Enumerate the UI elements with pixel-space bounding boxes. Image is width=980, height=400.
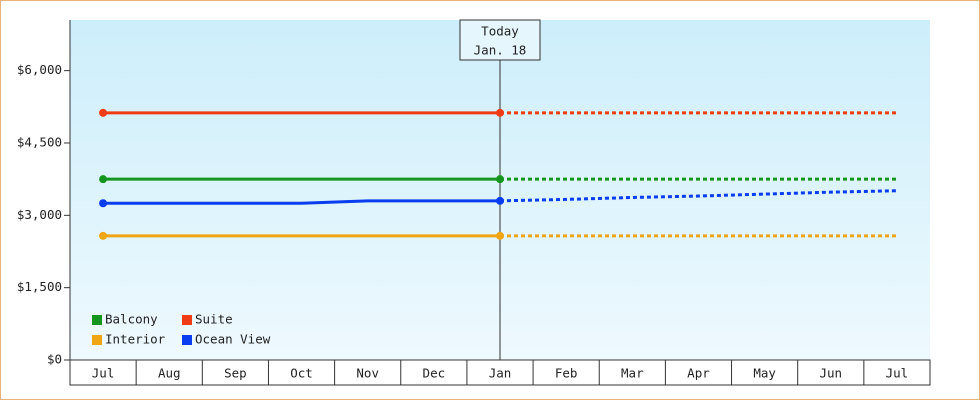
point	[496, 175, 504, 184]
legend-label: Suite	[195, 312, 233, 327]
point	[99, 199, 108, 208]
y-tick-label: $3,000	[17, 207, 62, 222]
x-tick-label: Jul	[886, 366, 909, 381]
point	[99, 231, 108, 240]
x-tick-label: Sep	[224, 366, 247, 381]
x-tick-label: Jul	[92, 366, 115, 381]
y-tick-label: $0	[47, 352, 62, 367]
legend-swatch	[182, 335, 192, 345]
point	[99, 175, 108, 184]
point	[496, 231, 504, 240]
x-tick-label: Oct	[290, 366, 313, 381]
x-tick-label: Jan	[489, 366, 512, 381]
x-tick-label: Dec	[423, 366, 446, 381]
legend-label: Interior	[105, 332, 166, 347]
y-tick-label: $4,500	[17, 134, 62, 149]
legend-swatch	[182, 315, 192, 325]
legend-swatch	[92, 315, 102, 325]
y-tick-label: $1,500	[17, 279, 62, 294]
x-tick-label: May	[753, 366, 776, 381]
point	[99, 108, 108, 117]
point	[496, 196, 504, 205]
today-label: Today	[481, 24, 519, 39]
x-tick-label: Feb	[555, 366, 578, 381]
legend-label: Ocean View	[195, 332, 271, 347]
y-tick-label: $6,000	[17, 62, 62, 77]
x-tick-label: Jun	[819, 366, 842, 381]
x-tick-label: Mar	[621, 366, 644, 381]
series-line	[499, 189, 897, 203]
legend-label: Balcony	[105, 312, 158, 327]
legend-swatch	[92, 335, 102, 345]
x-tick-label: Nov	[356, 366, 379, 381]
today-label: Jan. 18	[474, 43, 527, 58]
today-box	[459, 19, 541, 61]
x-tick-label: Aug	[158, 366, 181, 381]
x-tick-label: Apr	[687, 366, 710, 381]
x-axis-box	[69, 359, 931, 386]
series-line	[103, 199, 500, 205]
point	[496, 108, 504, 117]
